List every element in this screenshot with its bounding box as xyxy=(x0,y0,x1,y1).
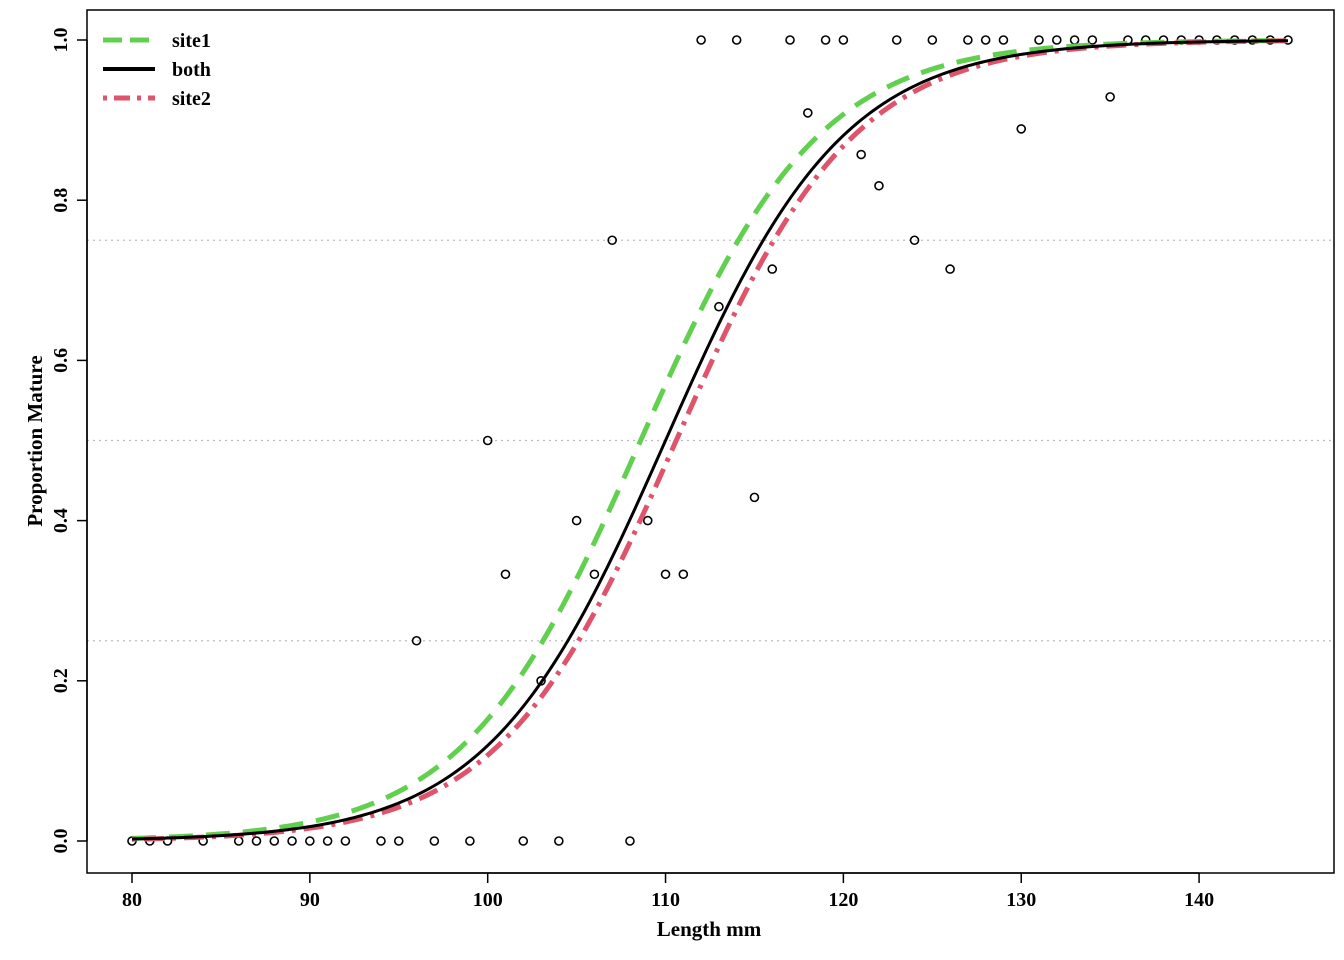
data-point xyxy=(554,836,564,846)
curve-site1 xyxy=(131,38,1289,841)
data-point xyxy=(696,35,706,45)
data-point xyxy=(393,836,404,846)
data-point xyxy=(927,35,938,45)
y-tick-label: 0.0 xyxy=(50,829,72,854)
x-tick-label: 120 xyxy=(828,889,858,911)
y-tick-label: 1.0 xyxy=(50,28,72,53)
legend-label-site2: site2 xyxy=(172,88,211,110)
data-point xyxy=(963,35,973,45)
data-point xyxy=(1016,124,1027,134)
data-point xyxy=(642,515,653,526)
data-point xyxy=(233,836,244,846)
plot-frame xyxy=(86,9,1335,874)
y-tick-label: 0.2 xyxy=(50,668,72,693)
data-point xyxy=(571,515,582,526)
data-point xyxy=(731,35,742,45)
reference-lines xyxy=(87,239,1334,642)
data-point xyxy=(287,836,297,846)
x-tick-label: 140 xyxy=(1184,889,1214,911)
y-axis-title: Proportion Mature xyxy=(23,355,47,526)
x-axis: 80 90 100 110 120 130 140 xyxy=(122,872,1214,911)
curve-both xyxy=(131,39,1289,841)
legend-label-both: both xyxy=(172,59,211,81)
data-point xyxy=(251,836,262,846)
data-point xyxy=(482,435,493,446)
data-point xyxy=(820,35,831,45)
y-tick-label: 0.4 xyxy=(50,508,72,533)
x-tick-label: 80 xyxy=(122,889,142,911)
data-point xyxy=(305,836,315,846)
data-point xyxy=(980,35,991,45)
data-point xyxy=(785,35,795,45)
data-point xyxy=(660,569,671,580)
data-point xyxy=(678,569,689,580)
observed-points xyxy=(127,35,1293,846)
x-tick-label: 130 xyxy=(1006,889,1036,911)
data-point xyxy=(856,149,866,160)
data-point xyxy=(340,836,351,846)
x-axis-title: Length mm xyxy=(657,917,762,941)
data-point xyxy=(625,836,635,846)
x-tick-label: 90 xyxy=(300,889,320,911)
data-point xyxy=(607,235,617,246)
data-point xyxy=(1069,35,1080,45)
data-point xyxy=(1087,35,1098,45)
data-point xyxy=(465,836,475,846)
x-tick-label: 100 xyxy=(473,889,503,911)
data-point xyxy=(909,235,920,246)
legend: site1 both site2 xyxy=(103,30,211,110)
data-point xyxy=(998,35,1009,45)
legend-label-site1: site1 xyxy=(172,30,211,52)
data-point xyxy=(500,569,511,580)
y-tick-label: 0.6 xyxy=(50,348,72,373)
data-point xyxy=(518,836,529,846)
data-point xyxy=(714,301,724,312)
y-axis: 0.0 0.2 0.4 0.6 0.8 1.0 xyxy=(50,28,88,854)
data-point xyxy=(1052,35,1062,45)
data-point xyxy=(838,35,849,45)
data-point xyxy=(429,836,440,846)
data-point xyxy=(269,836,280,846)
data-point xyxy=(803,108,813,118)
data-point xyxy=(1105,92,1115,102)
fitted-curves xyxy=(131,38,1289,842)
data-point xyxy=(322,836,333,846)
data-point xyxy=(1034,35,1044,45)
data-point xyxy=(767,264,778,274)
data-point xyxy=(945,264,955,274)
data-point xyxy=(874,180,884,191)
data-point xyxy=(411,635,422,646)
data-point xyxy=(749,492,760,503)
data-point xyxy=(589,569,600,580)
x-tick-label: 110 xyxy=(651,889,680,911)
y-tick-label: 0.8 xyxy=(50,188,72,213)
data-point xyxy=(376,836,386,846)
data-point xyxy=(891,35,902,45)
